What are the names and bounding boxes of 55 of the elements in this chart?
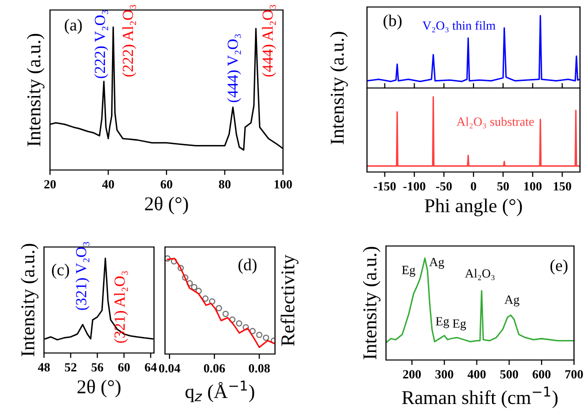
x-tick-label: 0.06	[204, 364, 225, 373]
x-tick-label: 80	[218, 180, 231, 189]
annotation: Eg	[452, 319, 466, 330]
x-tick-label: 100	[524, 182, 542, 191]
annotation: (a)	[64, 18, 82, 34]
x-tick-label: 300	[435, 370, 454, 379]
x-tick-label: -150	[374, 182, 396, 191]
annotation: Al₂O₃	[465, 268, 494, 280]
y-axis-title: Intensity (a.u.)	[362, 246, 380, 360]
x-tick-label: 0.08	[248, 364, 270, 373]
x-tick-label: 100	[274, 180, 292, 189]
annotation: (222) Al₂O₃	[122, 4, 136, 77]
x-axis-title: Raman shift (cm$^{−1}$)	[402, 386, 558, 408]
x-tick-label: -50	[436, 182, 452, 191]
annotation: (e)	[550, 259, 568, 274]
x-axis-title: 2θ (°)	[145, 196, 188, 214]
annotation: Ag	[429, 258, 444, 269]
x-tick-label: 50	[497, 182, 509, 191]
x-tick-label: 400	[468, 370, 486, 379]
annotation: (321) V₂O₃	[76, 242, 90, 310]
x-tick-label: 500	[500, 370, 518, 379]
x-tick-label: 40	[102, 180, 114, 189]
y-axis-title: Intensity (a.u.)	[20, 244, 38, 356]
x-tick-label: 60	[160, 180, 172, 189]
annotation: (444) Al₂O₃	[262, 4, 276, 77]
y-axis-title: Reflectivity	[280, 254, 298, 346]
x-tick-label: 56	[92, 363, 104, 372]
annotation: Eg	[436, 317, 450, 328]
x-axis-title: q$_{z}$ (Å$^{−1}$)	[186, 380, 254, 402]
x-tick-label: 52	[64, 363, 76, 372]
x-tick-label: 20	[44, 180, 56, 189]
y-axis-title: Intensity (a.u.)	[26, 34, 44, 146]
x-axis-title: 2θ (°)	[78, 380, 120, 398]
x-tick-label: 60	[118, 363, 130, 372]
x-tick-label: 64	[144, 363, 157, 372]
x-axis-title: Phi angle (°)	[424, 198, 522, 216]
annotation: Ag	[504, 295, 520, 306]
annotation: (b)	[384, 14, 402, 30]
series-label: V₂O₃ thin film	[422, 20, 496, 32]
x-tick-label: 150	[554, 182, 572, 191]
annotation: (d)	[238, 258, 256, 274]
series-label: Al₂O₃ substrate	[456, 117, 534, 128]
x-tick-label: 0.04	[159, 364, 180, 373]
annotation: (c)	[52, 264, 70, 279]
x-tick-label: 48	[38, 363, 50, 372]
x-tick-label: 0	[470, 182, 476, 191]
annotation: Eg	[402, 266, 416, 277]
annotation: (222) V₂O₃	[94, 10, 108, 78]
x-tick-label: 200	[403, 370, 421, 379]
x-tick-label: 600	[532, 370, 550, 379]
annotation: (321) Al₂O₃	[114, 271, 128, 343]
annotation: (444) V₂O₃	[227, 34, 241, 102]
x-tick-label: 700	[565, 370, 583, 379]
y-axis-title: Intensity (a.u.)	[330, 32, 348, 144]
x-tick-label: -100	[403, 182, 426, 191]
